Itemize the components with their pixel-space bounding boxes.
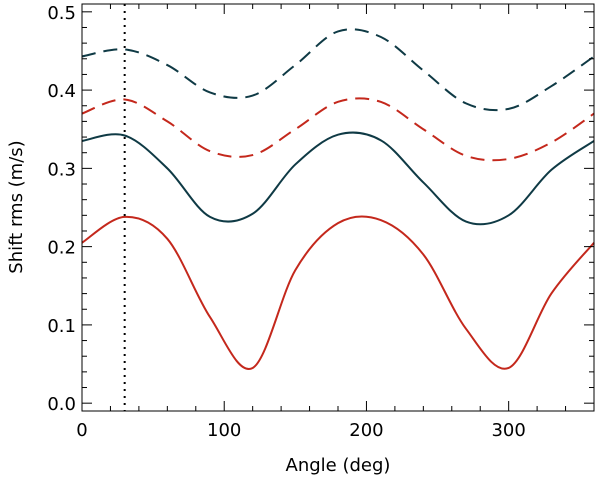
x-tick-label-100: 100 <box>207 420 241 441</box>
y-tick-label-0: 0.0 <box>47 394 76 415</box>
y-tick-label-3: 0.3 <box>47 159 76 180</box>
x-tick-label-200: 200 <box>349 420 383 441</box>
x-axis-label: Angle (deg) <box>286 455 391 476</box>
series-line-red-dashed <box>81 97 595 162</box>
series-line-red-solid <box>81 215 595 370</box>
y-tick-label-1: 0.1 <box>47 316 76 337</box>
x-tick-label-0: 0 <box>76 420 87 441</box>
series-line-dark-solid <box>81 131 595 226</box>
y-axis-label: Shift rms (m/s) <box>6 140 27 273</box>
y-tick-label-2: 0.2 <box>47 238 76 259</box>
series-layer <box>81 28 595 370</box>
y-tick-label-5: 0.5 <box>47 3 76 24</box>
x-tick-label-300: 300 <box>491 420 525 441</box>
y-tick-label-4: 0.4 <box>47 81 76 102</box>
tick-layer: 0 100 200 300 0.0 0.1 0.2 0.3 0.4 0.5 <box>47 3 595 441</box>
series-line-dark-dashed <box>81 28 595 112</box>
